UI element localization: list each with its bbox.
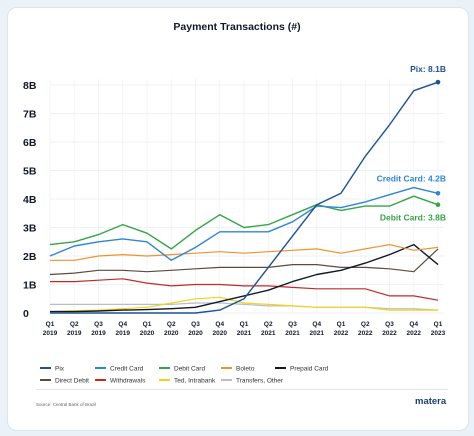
- legend-label: Credit Card: [110, 365, 144, 372]
- series-line: [49, 195, 439, 250]
- chart-card: [7, 7, 469, 431]
- x-tick-label: 2019: [67, 330, 82, 337]
- legend: Pix Credit Card Debit Card Boleto Prepaid Ca…: [40, 365, 329, 384]
- x-tick-label: 2022: [358, 330, 373, 337]
- y-tick-label: 0: [23, 308, 29, 320]
- y-axis: 0 1B 2B 3B 4B 5B 6B 7B 8B: [23, 80, 37, 320]
- x-tick-label: 2021: [237, 330, 252, 337]
- end-label: Credit Card: 4.2B: [377, 173, 446, 183]
- y-tick-label: 7B: [23, 109, 37, 121]
- x-tick-label: 2019: [91, 330, 106, 337]
- series-line: [50, 244, 439, 261]
- x-tick-label: 2020: [188, 330, 203, 337]
- x-tick-label: Q4: [409, 321, 418, 328]
- series-line: [50, 278, 439, 301]
- series-line: [50, 81, 439, 314]
- x-tick-label: 2021: [310, 330, 325, 337]
- end-labels: Pix: 8.1B Credit Card: 4.2B Debit Card: 3.…: [377, 64, 446, 223]
- x-tick-label: Q2: [70, 321, 79, 328]
- x-tick-label: 2020: [140, 330, 155, 337]
- brand-logo: matera: [415, 396, 447, 407]
- source-note: Source: Central Bank of Brazil: [36, 402, 97, 407]
- x-axis: Q1 2019 Q2 2019 Q3 2019 Q4 2019 Q1 2020 Q2 2020 Q3 20…: [43, 321, 446, 337]
- x-tick-label: 2022: [334, 330, 349, 337]
- grid-lines: [49, 79, 444, 314]
- legend-label: Ted, Intrabank: [174, 377, 216, 384]
- x-tick-label: Q4: [118, 321, 127, 328]
- y-tick-label: 3B: [23, 223, 37, 235]
- x-tick-label: Q1: [337, 321, 346, 328]
- x-tick-label: Q4: [215, 321, 224, 328]
- y-tick-label: 6B: [23, 137, 37, 149]
- legend-label: Debit Card: [174, 365, 205, 372]
- x-tick-label: 2019: [43, 330, 58, 337]
- x-tick-label: Q1: [46, 321, 55, 328]
- y-tick-label: 5B: [23, 166, 37, 178]
- x-tick-label: 2022: [382, 330, 397, 337]
- x-tick-label: Q3: [385, 321, 394, 328]
- legend-label: Withdrawals: [110, 377, 146, 384]
- end-label: Pix: 8.1B: [410, 64, 446, 74]
- x-tick-label: 2020: [213, 330, 228, 337]
- y-tick-label: 4B: [23, 194, 37, 206]
- x-tick-label: 2020: [164, 330, 179, 337]
- footer-divider: [36, 389, 448, 390]
- series-line: [49, 248, 439, 276]
- y-tick-label: 1B: [23, 280, 37, 292]
- series-line: [49, 296, 438, 313]
- series-lines: [49, 79, 441, 314]
- x-tick-label: Q4: [312, 321, 321, 328]
- x-tick-label: Q2: [167, 321, 176, 328]
- x-tick-label: Q3: [191, 321, 200, 328]
- x-tick-label: 2021: [261, 330, 276, 337]
- x-tick-label: 2019: [116, 330, 131, 337]
- legend-label: Boleto: [236, 365, 255, 372]
- x-tick-label: 2021: [285, 330, 300, 337]
- series-end-point: [435, 191, 441, 196]
- series-end-point: [435, 79, 441, 85]
- legend-label: Pix: [55, 365, 65, 372]
- y-tick-label: 8B: [23, 80, 37, 92]
- x-tick-label: Q3: [288, 321, 297, 328]
- x-tick-label: Q3: [94, 321, 103, 328]
- chart-title: Payment Transactions (#): [173, 21, 301, 33]
- y-tick-label: 2B: [23, 251, 37, 263]
- x-tick-label: 2022: [407, 330, 422, 337]
- legend-label: Prepaid Card: [290, 365, 329, 372]
- x-tick-label: Q1: [143, 321, 152, 328]
- x-tick-label: Q2: [361, 321, 370, 328]
- series-line: [50, 243, 439, 313]
- series-line: [49, 186, 439, 261]
- legend-label: Direct Debit: [55, 377, 89, 384]
- x-tick-label: Q1: [434, 321, 443, 328]
- x-tick-label: Q1: [240, 321, 249, 328]
- x-tick-label: 2023: [431, 330, 446, 337]
- legend-label: Transfers, Other: [236, 377, 284, 384]
- x-tick-label: Q2: [264, 321, 273, 328]
- series-end-point: [435, 202, 441, 207]
- end-label: Debit Card: 3.8B: [380, 213, 446, 223]
